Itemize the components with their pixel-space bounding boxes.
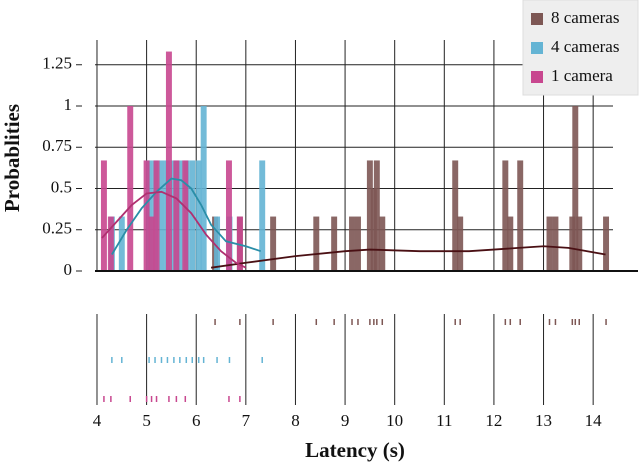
bar [354, 216, 361, 271]
x-tick-label: 10 [386, 411, 403, 430]
bar [259, 160, 266, 271]
density-line [111, 177, 262, 255]
legend-label: 4 cameras [551, 37, 619, 56]
legend-label: 1 camera [551, 66, 613, 85]
bar [507, 216, 514, 271]
y-tick-label: 0.75 [42, 136, 72, 155]
bar [195, 160, 202, 271]
bar [153, 160, 160, 271]
bar [100, 160, 107, 271]
bar [176, 160, 183, 271]
legend-swatch [531, 13, 543, 25]
bar [457, 216, 464, 271]
x-tick-label: 12 [485, 411, 502, 430]
bar [270, 216, 277, 271]
legend-label: 8 cameras [551, 8, 619, 27]
bar [373, 160, 380, 271]
legend-swatch [531, 71, 543, 83]
x-tick-label: 13 [535, 411, 552, 430]
x-tick-label: 8 [291, 411, 300, 430]
bar [182, 160, 189, 271]
x-tick-label: 11 [436, 411, 452, 430]
legend-swatch [531, 42, 543, 54]
bar [502, 160, 509, 271]
bar [379, 216, 386, 271]
x-axis-label: Latency (s) [305, 438, 405, 462]
density-line [210, 245, 606, 269]
bar [200, 106, 207, 271]
bar [452, 160, 459, 271]
bar [552, 216, 559, 271]
density-line [101, 190, 247, 269]
x-tick-label: 5 [142, 411, 151, 430]
y-tick-label: 0.25 [42, 219, 72, 238]
bar [118, 216, 125, 271]
x-tick-label: 4 [93, 411, 102, 430]
y-tick-label: 0 [64, 260, 73, 279]
x-tick-label: 9 [341, 411, 350, 430]
bar [603, 216, 610, 271]
y-tick-label: 1 [64, 95, 73, 114]
bar [349, 216, 355, 271]
bar [576, 216, 583, 271]
bar [143, 160, 150, 271]
bar [236, 216, 243, 271]
bar [517, 160, 524, 271]
bar [546, 216, 553, 271]
bar [173, 160, 180, 271]
y-tick-label: 1.25 [42, 54, 72, 73]
bar [313, 216, 320, 271]
bar [214, 216, 221, 271]
bar [165, 51, 172, 271]
x-tick-label: 6 [192, 411, 201, 430]
x-tick-label: 14 [585, 411, 603, 430]
y-axis-label: Probablities [0, 104, 24, 212]
bar [572, 106, 579, 271]
bar [107, 216, 114, 271]
x-tick-label: 7 [242, 411, 251, 430]
bar [158, 160, 165, 271]
bar [127, 106, 134, 271]
bar [366, 160, 373, 271]
bar [225, 160, 232, 271]
y-tick-label: 0.5 [51, 177, 72, 196]
bar [331, 216, 338, 271]
bar [148, 216, 155, 271]
